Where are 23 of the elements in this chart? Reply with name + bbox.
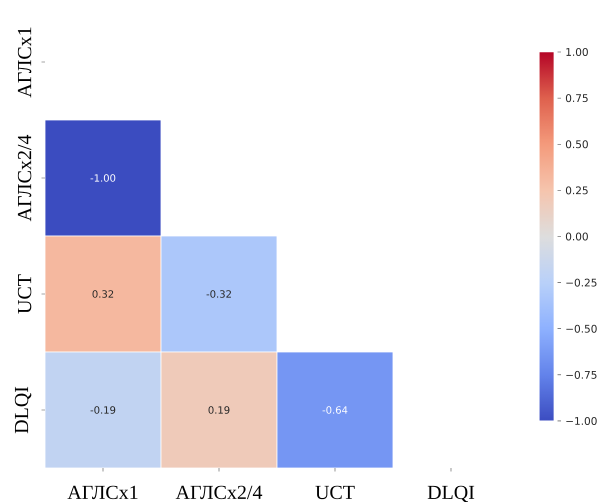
data-label: 0.19 xyxy=(208,406,230,414)
color-bar-label: −0.50 xyxy=(566,324,597,333)
y-tick-label: АГЛСх1 xyxy=(18,28,32,98)
color-bar-label: −1.00 xyxy=(566,417,597,425)
color-bar-label: −0.75 xyxy=(566,370,596,379)
y-tick-label: UCT xyxy=(18,274,32,314)
data-label: -0.64 xyxy=(322,406,348,414)
color-bar-label: −0.25 xyxy=(566,278,596,287)
data-label: -0.32 xyxy=(206,290,231,298)
x-tick-label: АГЛСх1 xyxy=(67,486,138,500)
data-label: -0.19 xyxy=(90,406,116,414)
color-bar-label: 0.25 xyxy=(566,186,588,194)
color-bar-label: 1.00 xyxy=(566,48,588,56)
color-bar-label: 0.75 xyxy=(566,94,588,102)
x-tick-label: АГЛСх2/4 xyxy=(176,486,262,500)
x-tick-label: UCT xyxy=(315,486,355,500)
y-tick-label: DLQI xyxy=(14,386,32,434)
color-bar-label: 0.00 xyxy=(566,232,588,240)
y-tick-label: АГЛСх2/4 xyxy=(18,134,32,222)
x-tick-label: DLQI xyxy=(428,486,474,502)
data-label: -1.00 xyxy=(90,174,116,182)
color-bar-label: 0.50 xyxy=(566,140,588,148)
data-label: 0.32 xyxy=(92,290,114,298)
